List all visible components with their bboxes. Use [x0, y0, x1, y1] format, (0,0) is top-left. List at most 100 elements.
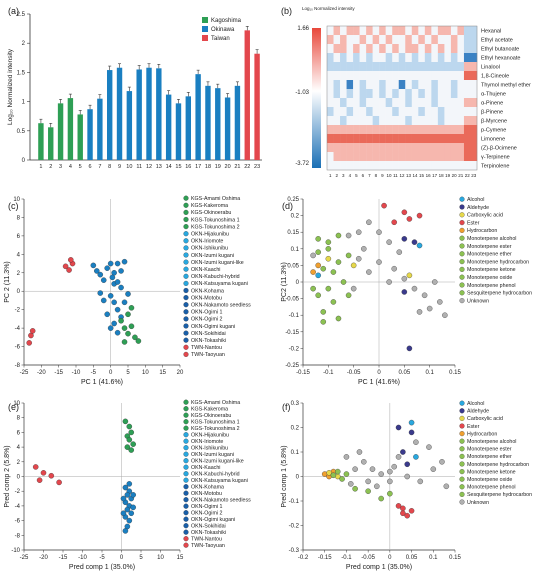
data-point — [104, 265, 110, 271]
data-point — [416, 309, 423, 315]
heatmap-cell — [346, 116, 354, 126]
x-tick-label: -15 — [59, 555, 68, 561]
data-point — [128, 510, 135, 517]
heatmap-cell — [333, 161, 341, 171]
legend-marker — [183, 484, 189, 490]
y-tick-label: -0.3 — [289, 548, 300, 554]
colorbar-title: Log₁₀ Normalized intensity — [302, 6, 355, 11]
data-point — [376, 259, 382, 265]
data-point — [29, 328, 36, 334]
heatmap-cell — [431, 89, 439, 99]
heatmap-cell — [359, 152, 367, 162]
data-point — [310, 252, 316, 259]
legend-marker — [183, 330, 189, 336]
data-point — [345, 232, 352, 239]
x-tick-label: 14 — [166, 164, 172, 170]
heatmap-cell — [444, 80, 452, 90]
legend-label: OKN-Iriomote — [191, 439, 223, 445]
heatmap-cell — [437, 152, 445, 162]
heatmap-cell — [333, 89, 341, 99]
data-point — [118, 284, 124, 291]
data-point — [387, 490, 393, 497]
heatmap-cell — [470, 116, 478, 126]
column-label: 18 — [439, 173, 445, 178]
heatmap-cell — [392, 71, 399, 81]
legend-marker — [183, 252, 189, 258]
legend-label: TWN-Nantou — [191, 537, 222, 543]
heatmap-cell — [353, 35, 360, 45]
y-tick-label: -4 — [15, 326, 21, 332]
heatmap-cell — [463, 152, 471, 162]
bar — [146, 67, 152, 160]
column-label: 22 — [465, 173, 471, 178]
heatmap-cell — [457, 161, 465, 171]
data-point — [135, 338, 142, 344]
y-tick-label: -0.1 — [289, 313, 300, 319]
y-tick-label: 0 — [17, 475, 21, 481]
x-tick-label: 0.15 — [449, 370, 461, 376]
legend-label: OKN-Katsuyama kugani — [191, 281, 248, 287]
legend-label: Monoterpene ether — [467, 454, 512, 460]
heatmap-cell — [366, 80, 373, 90]
x-axis-title: PC 1 (41.6%) — [81, 379, 123, 386]
legend-label: OKN-Ogimi 2 — [191, 511, 223, 517]
x-tick-label: 7 — [98, 164, 101, 170]
heatmap-cell — [437, 143, 445, 153]
bar — [185, 96, 192, 160]
legend-label: KGS-Amami Oshima — [191, 196, 240, 202]
legend-marker — [459, 266, 465, 272]
data-point — [56, 479, 62, 486]
legend-label: KGS-Tokunoshima 1 — [191, 217, 240, 223]
heatmap-cell — [424, 107, 432, 117]
data-point — [404, 461, 411, 468]
legend-label: Monoterpene oxide — [467, 275, 512, 281]
data-point — [387, 478, 393, 485]
heatmap-cell — [450, 116, 458, 126]
y-tick-label: 0 — [17, 289, 21, 295]
heatmap-cell — [327, 98, 334, 108]
data-point — [413, 439, 419, 445]
legend-marker — [459, 274, 465, 280]
heatmap-cell — [359, 35, 367, 45]
heatmap-cell — [470, 26, 478, 36]
data-point — [330, 299, 337, 305]
heatmap-cell — [340, 80, 347, 90]
heatmap-cell — [463, 62, 471, 72]
data-point — [426, 444, 432, 450]
heatmap-cell — [431, 107, 439, 117]
heatmap-cell — [366, 53, 373, 63]
data-point — [315, 262, 321, 269]
heatmap-cell — [379, 107, 386, 117]
heatmap-cell — [450, 26, 458, 36]
heatmap-cell — [405, 35, 412, 45]
x-tick-label: 22 — [244, 164, 250, 170]
column-label: 21 — [458, 173, 464, 178]
heatmap-cell — [470, 134, 478, 144]
heatmap-cell — [424, 26, 432, 36]
heatmap-cell — [340, 53, 347, 63]
data-point — [400, 505, 406, 512]
heatmap-cell — [379, 143, 386, 153]
heatmap-cell — [372, 35, 380, 45]
legend-marker — [459, 227, 465, 233]
heatmap-cell — [463, 80, 471, 90]
column-label: 3 — [342, 173, 345, 178]
bar — [77, 114, 83, 160]
heatmap-cell — [437, 107, 445, 117]
heatmap-cell — [450, 62, 458, 72]
heatmap-cell — [411, 89, 419, 99]
y-tick-label: -0.25 — [285, 363, 299, 369]
y-tick-label: 2 — [17, 271, 21, 277]
data-point — [320, 319, 327, 325]
heatmap-cell — [359, 26, 367, 36]
y-axis-title: Pred comp 1 (5.8%) — [281, 445, 288, 507]
data-point — [111, 299, 117, 306]
x-tick-label: 0 — [388, 555, 392, 561]
legend-marker — [183, 224, 189, 230]
heatmap-cell — [424, 35, 432, 45]
y-tick-label: 0.1 — [291, 247, 300, 253]
heatmap-cell — [353, 125, 360, 135]
data-point — [130, 492, 136, 498]
heatmap-cell — [463, 26, 471, 36]
bar — [87, 109, 93, 160]
